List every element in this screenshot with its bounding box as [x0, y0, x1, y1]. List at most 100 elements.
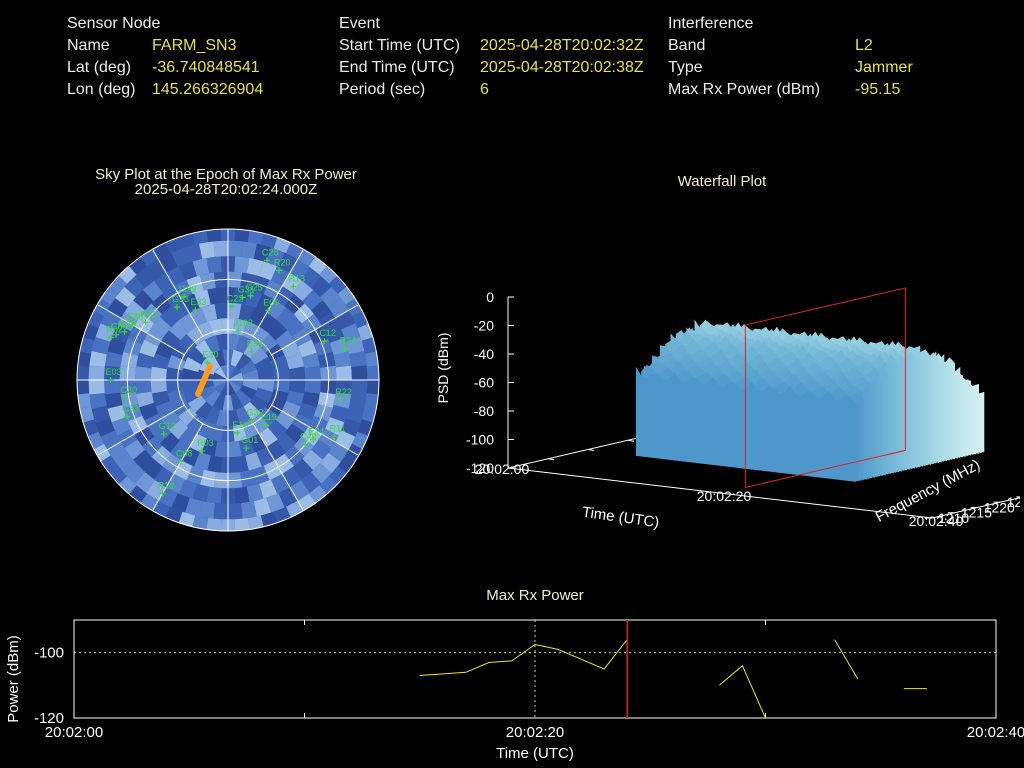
sky-azimuth-line-240: [96, 404, 185, 456]
sensor-lat-label: Lat (deg): [67, 59, 132, 76]
satellite-label: C48: [127, 312, 144, 322]
satellite-marker: [321, 338, 328, 345]
satellite-label: R18: [158, 480, 175, 490]
event-period-value: 6: [480, 81, 489, 98]
frequency-tick-label: 1220: [984, 499, 1015, 515]
power-series-0: [419, 639, 628, 676]
sensor-heading: Sensor Node: [67, 15, 161, 32]
satellite-label: C40: [300, 432, 317, 442]
satellite-marker: [248, 417, 255, 424]
satellite-label: E09: [263, 297, 279, 307]
satellite-label: C28: [262, 247, 279, 257]
z-tick-label: -120: [466, 460, 494, 476]
satellite-label: E10: [232, 420, 248, 430]
sensor-name-value: FARM_SN3: [152, 37, 237, 54]
waterfall-plot: 0 -20 -40 -60 -80 -100 -120 PSD (dBm) 20:02:00 20…: [435, 287, 1020, 532]
time-axis: [507, 467, 933, 519]
satellite-label: C22: [227, 293, 244, 303]
back-tick: [627, 439, 635, 442]
z-tick-label: -60: [474, 375, 494, 391]
satellite-marker: [276, 267, 283, 274]
satellite-label: R02: [106, 325, 123, 335]
frequency-tick-label: 1210: [938, 510, 969, 526]
satellite-label: E33: [190, 297, 206, 307]
x-tick-label: 20:02:40: [967, 724, 1024, 741]
sky-azimuth-line-60: [271, 304, 360, 356]
satellite-marker: [124, 413, 131, 420]
frequency-tick-label: 1215: [961, 505, 992, 521]
satellite-marker: [108, 334, 115, 341]
interference-type-label: Type: [668, 59, 703, 76]
interference-power-value: -95.15: [855, 81, 901, 98]
satellite-label: I199: [179, 284, 197, 294]
satellite-marker: [239, 294, 246, 301]
satellite-label: C30: [121, 385, 138, 395]
interference-power-label: Max Rx Power (dBm): [668, 81, 821, 98]
satellite-label: G13: [172, 294, 189, 304]
satellite-marker: [263, 257, 270, 264]
event-end-label: End Time (UTC): [339, 59, 455, 76]
event-end-value: 2025-04-28T20:02:38Z: [480, 59, 644, 76]
back-tick: [547, 458, 555, 461]
satellite-marker: [331, 433, 338, 440]
satellite-marker: [192, 307, 199, 314]
satellite-marker: [173, 304, 180, 311]
sensor-name-label: Name: [67, 37, 110, 54]
satellite-marker: [204, 359, 211, 366]
satellite-label: G01: [241, 435, 258, 445]
satellite-marker: [302, 441, 309, 448]
sky-title: Sky Plot at the Epoch of Max Rx Power: [95, 166, 357, 183]
x-tick-label: 20:02:20: [506, 724, 564, 741]
satellite-marker: [341, 345, 348, 352]
frequency-axis: [931, 497, 1020, 519]
satellite-marker: [235, 327, 242, 334]
satellite-label: C38: [120, 319, 137, 329]
psd-surface: [635, 319, 985, 482]
y-tick-label: -100: [34, 645, 64, 662]
sensor-lat-value: -36.740848541: [152, 59, 260, 76]
satellite-label: G32: [246, 408, 263, 418]
satellite-label: E19: [261, 412, 277, 422]
satellite-marker: [121, 328, 128, 335]
time-tick-label: 20:02:40: [909, 513, 964, 529]
event-start-value: 2025-04-28T20:02:32Z: [480, 37, 644, 54]
x-axis-label: Time (UTC): [496, 745, 574, 762]
sky-azimuth-line-150: [252, 423, 304, 512]
satellite-marker: [178, 458, 185, 465]
satellite-label: R11: [330, 424, 346, 434]
satellite-marker: [265, 307, 272, 314]
satellite-marker: [337, 396, 344, 403]
psd-surface-slice: [635, 367, 857, 482]
satellite-marker: [247, 292, 254, 299]
back-tick: [587, 449, 595, 451]
sky-azimuth-line-210: [152, 423, 204, 512]
satellite-marker: [310, 436, 317, 443]
sky-subtitle: 2025-04-28T20:02:24.000Z: [134, 181, 318, 198]
satellite-label: E24: [308, 427, 324, 437]
sensor-lon-value: 145.266326904: [152, 81, 264, 98]
satellite-label: C33: [122, 404, 139, 414]
interference-type-value: Jammer: [855, 59, 913, 76]
satellite-label: G31: [238, 284, 255, 294]
chart-frame: [73, 619, 997, 719]
satellite-label: E03: [106, 367, 122, 377]
z-tick-label: 0: [486, 289, 494, 305]
satellite-label: G12: [159, 421, 176, 431]
frequency-tick-label: 1225: [1007, 494, 1020, 510]
satellite-label: R13: [288, 274, 305, 284]
x-tick-label: 20:02:00: [45, 724, 103, 741]
time-axis-label: Time (UTC): [581, 504, 660, 532]
satellite-marker: [243, 445, 250, 452]
satellite-marker: [112, 331, 119, 338]
satellite-marker: [107, 377, 114, 383]
sky-azimuth-line-120: [271, 404, 360, 456]
satellite-marker: [160, 430, 167, 437]
jammer-direction-marker: [195, 363, 213, 397]
interference-band-label: Band: [668, 37, 706, 54]
z-tick-label: -20: [474, 318, 494, 334]
z-tick-label: -80: [474, 403, 494, 419]
satellite-label: R05: [141, 309, 158, 319]
y-axis-label: Power (dBm): [5, 635, 22, 723]
satellite-label: E34: [247, 339, 263, 349]
